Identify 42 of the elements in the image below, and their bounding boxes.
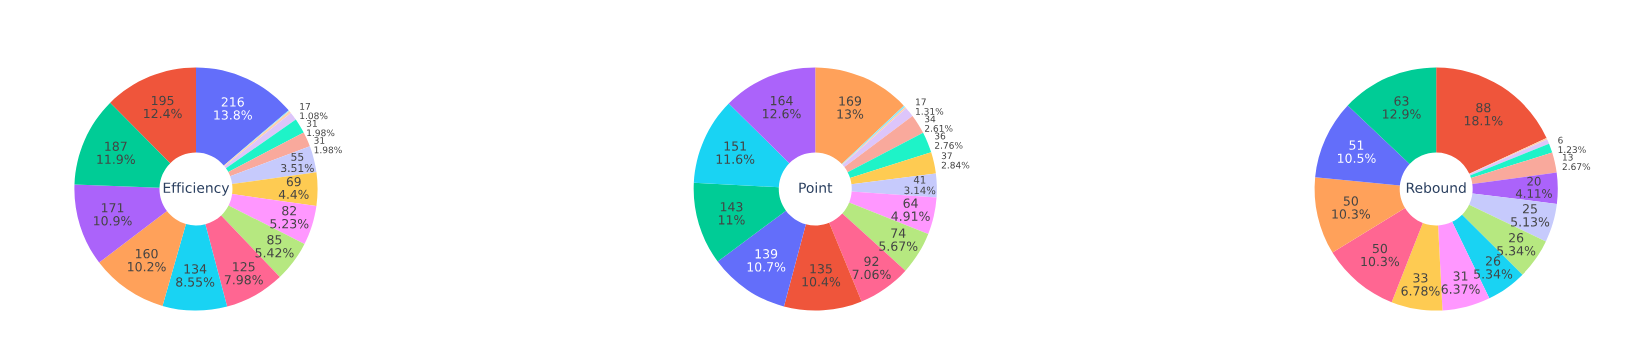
data-label: 216 13.8% — [214, 97, 252, 120]
data-label: 13 2.67% — [1562, 153, 1591, 171]
data-label: 160 10.2% — [128, 248, 166, 272]
data-label: 51 10.5% — [1338, 140, 1376, 163]
data-label: 17 1.31% — [916, 98, 944, 115]
text: Efficiency — [163, 182, 230, 196]
data-label: 74 5.67% — [879, 228, 918, 251]
data-label: 26 5.34% — [1497, 232, 1536, 256]
data-label: 92 7.06% — [852, 256, 891, 280]
data-label: 20 4.11% — [1515, 176, 1552, 198]
data-label: 17 1.08% — [300, 103, 328, 120]
data-label: 69 4.4% — [278, 177, 309, 200]
data-label: 50 10.3% — [1332, 196, 1371, 219]
data-label: 85 5.42% — [255, 234, 294, 258]
data-label: 139 10.7% — [747, 249, 786, 272]
data-label: 151 11.6% — [716, 141, 755, 164]
data-label: 135 10.4% — [802, 264, 841, 287]
data-label: 31 1.98% — [306, 119, 335, 137]
data-label: 88 18.1% — [1464, 102, 1503, 126]
data-label: 34 2.61% — [924, 115, 953, 132]
data-label: 50 10.3% — [1361, 243, 1400, 267]
data-label: 25 5.13% — [1511, 204, 1550, 227]
data-label: 171 10.9% — [94, 203, 132, 226]
data-label: 6 1.23% — [1558, 136, 1586, 154]
data-label: 195 12.4% — [144, 95, 182, 119]
data-label: 134 8.55% — [176, 264, 215, 287]
data-label: 169 13% — [837, 96, 864, 119]
data-label: 31 1.98% — [314, 137, 342, 154]
data-label: 187 11.9% — [97, 141, 135, 165]
data-label: 143 11% — [718, 202, 745, 225]
data-label: 125 7.98% — [224, 261, 263, 285]
data-label: 164 12.6% — [763, 95, 801, 119]
data-label: 33 6.78% — [1401, 273, 1440, 296]
data-label: 63 12.9% — [1383, 96, 1421, 119]
data-label: 55 3.51% — [281, 152, 314, 173]
data-label: 41 3.14% — [904, 176, 936, 195]
data-label: 36 2.76% — [934, 132, 963, 149]
data-label: 37 2.84% — [941, 152, 970, 169]
data-label: 64 4.91% — [891, 198, 930, 221]
data-label: 82 5.23% — [270, 205, 309, 229]
text: Point — [799, 182, 833, 194]
text: Rebound — [1406, 182, 1466, 194]
